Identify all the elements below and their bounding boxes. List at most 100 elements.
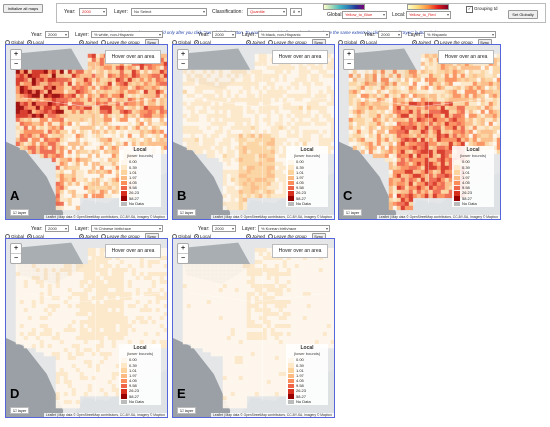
grouping-label: Grouping td (474, 6, 498, 11)
choropleth-map[interactable] (6, 45, 168, 220)
legend-value: 4.05 (129, 180, 137, 186)
map-legend: Local (lower bounds) 0.00 0.39 1.01 1.97 4.05 9… (119, 146, 161, 207)
map-layer-label: Layer: (75, 226, 89, 232)
layer-checkbox-icon[interactable]: ☑ (180, 408, 185, 413)
legend-value: 0.00 (462, 159, 470, 165)
map-year-select[interactable]: 2000 (378, 31, 402, 38)
map-year-select[interactable]: 2000 (212, 31, 236, 38)
layer-checkbox-icon[interactable]: ☑ (13, 408, 18, 413)
map-b-controls: Year:2000 Layer:% black, non-Hispanic Glob… (172, 31, 335, 46)
legend-value: 58.27 (296, 393, 307, 399)
legend-value: 1.01 (296, 169, 304, 175)
map-year-label: Year: (31, 32, 43, 38)
map-layer-label: Layer: (242, 226, 256, 232)
zoom-in-button[interactable]: + (11, 244, 21, 254)
zoom-in-button[interactable]: + (178, 50, 188, 60)
zoom-out-button[interactable]: − (180, 61, 186, 68)
map-group-options: Global Local Joined Leave the group Sync (172, 39, 326, 46)
legend-swatch (121, 399, 127, 404)
radio-leave-group-label: Leave the group (274, 40, 307, 45)
top-local-select[interactable]: Yellow_to_Red (406, 11, 451, 19)
legend-item: 4.05 (454, 180, 492, 186)
top-global-label: Global: (327, 12, 343, 18)
hover-info-box: Hover over an area (105, 50, 161, 64)
legend-item: No Data (121, 399, 159, 404)
legend-swatch (288, 394, 294, 399)
legend-value: 9.58 (129, 383, 137, 389)
grouping-checkbox[interactable]: ✓ (466, 6, 473, 13)
map-layer-select[interactable]: % Korean birth/race (258, 225, 330, 232)
set-globally-button[interactable]: Set Globally (508, 10, 538, 19)
map-layer-select[interactable]: % white, non-Hispanic (91, 31, 163, 38)
legend-swatch (121, 165, 127, 170)
map-attribution: Leaflet | Map data © OpenStreetMap contr… (43, 413, 167, 417)
layer-toggle[interactable]: ☑ layer (343, 209, 363, 216)
legend-item: 0.00 (121, 357, 159, 363)
legend-swatch (288, 170, 294, 175)
map-year-select[interactable]: 2000 (212, 225, 236, 232)
legend-item: 26.23 (288, 190, 326, 196)
initialize-all-maps-button[interactable]: Initialize all maps (3, 4, 43, 13)
top-local-label: Local: (392, 12, 406, 18)
map-panel-d[interactable]: + − Hover over an area Local (lower bounds) 0… (5, 238, 168, 418)
map-layer-select[interactable]: % Hispanic (424, 31, 496, 38)
top-classification-select[interactable]: Quantile (247, 8, 287, 16)
layer-checkbox-icon[interactable]: ☑ (346, 210, 351, 215)
top-layer-select[interactable]: No Select (131, 8, 207, 16)
legend-item: 26.23 (121, 190, 159, 196)
map-a-controls: Year:2000 Layer:% white, non-Hispanic Glob… (5, 31, 168, 46)
choropleth-map[interactable] (173, 239, 335, 418)
legend-item: 1.01 (121, 368, 159, 373)
layer-checkbox-icon[interactable]: ☑ (13, 210, 18, 215)
zoom-out-button[interactable]: − (346, 61, 352, 68)
layer-toggle[interactable]: ☑ layer (177, 407, 197, 414)
legend-value: 26.23 (462, 190, 473, 196)
panel-letter: A (10, 188, 20, 203)
map-layer-select[interactable]: % black, non-Hispanic (258, 31, 330, 38)
zoom-in-button[interactable]: + (11, 50, 21, 60)
legend-item: No Data (288, 399, 326, 404)
top-year-select[interactable]: 2000 (79, 8, 107, 16)
legend-value: 0.39 (129, 164, 137, 170)
radio-leave-group-label: Leave the group (107, 40, 140, 45)
zoom-in-button[interactable]: + (344, 50, 354, 60)
legend-item: 0.00 (454, 159, 492, 165)
zoom-out-button[interactable]: − (180, 255, 186, 262)
legend-swatch (288, 368, 294, 373)
legend-swatch (121, 170, 127, 175)
layer-checkbox-icon[interactable]: ☑ (180, 210, 185, 215)
hover-info-box: Hover over an area (272, 50, 328, 64)
legend-title: Local (466, 147, 480, 154)
zoom-control: + − (343, 49, 355, 70)
map-year-select[interactable]: 2000 (45, 31, 69, 38)
radio-leave-group-label: Leave the group (107, 234, 140, 239)
legend-item: 9.58 (288, 185, 326, 191)
zoom-out-button[interactable]: − (13, 61, 19, 68)
layer-toggle[interactable]: ☑ layer (177, 209, 197, 216)
legend-swatch (454, 165, 460, 170)
radio-leave-group-label: Leave the group (274, 234, 307, 239)
map-panel-b[interactable]: + − Hover over an area Local (lower bounds) 0… (172, 44, 335, 220)
legend-swatch (288, 389, 294, 394)
legend-value: 1.01 (462, 169, 470, 175)
layer-toggle[interactable]: ☑ layer (10, 209, 30, 216)
map-panel-c[interactable]: + − Hover over an area Local (lower bounds) 0… (338, 44, 501, 220)
map-layer-select[interactable]: % Chinese birth/race (91, 225, 163, 232)
top-global-select[interactable]: Yellow_to_Blue (342, 11, 387, 19)
legend-swatch (288, 363, 294, 368)
map-panel-a[interactable]: + − Hover over an area Local (lower bounds) 0… (5, 44, 168, 220)
legend-swatch (288, 160, 294, 165)
legend-value: 1.97 (129, 174, 137, 180)
top-class-count-select[interactable]: 8 (290, 8, 302, 16)
legend-item: 58.27 (121, 394, 159, 399)
legend-swatch (454, 196, 460, 201)
legend-value: 58.27 (462, 195, 473, 201)
radio-global-label: Global (178, 234, 192, 239)
top-layer-label: Layer: (114, 9, 128, 15)
map-year-select[interactable]: 2000 (45, 225, 69, 232)
zoom-out-button[interactable]: − (13, 255, 19, 262)
zoom-in-button[interactable]: + (178, 244, 188, 254)
legend-subtitle: (lower bounds) (293, 153, 321, 159)
map-panel-e[interactable]: + − Hover over an area Local (lower bounds) 0… (172, 238, 335, 418)
layer-toggle[interactable]: ☑ layer (10, 407, 30, 414)
